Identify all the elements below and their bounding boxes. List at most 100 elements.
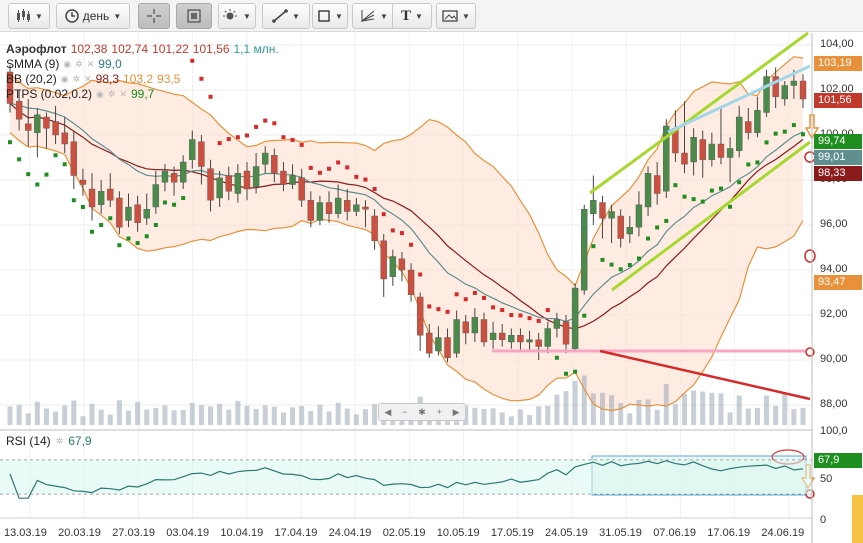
sar-dot [773, 131, 778, 136]
date-label: 17.04.19 [274, 527, 318, 539]
candle-body [262, 152, 269, 165]
sar-dot [746, 162, 751, 167]
candle-body [763, 76, 770, 113]
resistance-line-light[interactable] [667, 64, 811, 134]
price-marker-circle[interactable] [804, 249, 816, 263]
volume-bar [180, 409, 186, 425]
text-tool-icon: T [401, 7, 412, 24]
indicators-button[interactable]: ▼ [218, 3, 256, 29]
chart-navigator[interactable]: ◀ − ✱ + ▶ [378, 403, 466, 421]
trend-channel-lower[interactable] [611, 140, 811, 292]
volume-bar [636, 400, 642, 425]
candle-body [681, 152, 688, 165]
sar-dot [354, 174, 359, 179]
sar-dot [327, 166, 332, 171]
price-tick-label: 94,00 [820, 263, 848, 275]
gear-icon[interactable]: ✲ [107, 89, 116, 99]
candle-body [234, 173, 242, 194]
sar-dot [445, 309, 450, 314]
close-icon[interactable]: ✕ [119, 89, 127, 99]
sar-dot [317, 170, 322, 175]
sar-dot [62, 162, 67, 167]
gear-icon[interactable]: ✲ [72, 74, 81, 84]
candle-body [189, 139, 196, 160]
volume-bar [745, 408, 751, 425]
sar-dot [655, 225, 660, 230]
shape-tool-button[interactable]: ▼ [312, 3, 348, 29]
volume-bar [262, 405, 268, 425]
volume-bar [700, 391, 706, 425]
sar-dot [527, 316, 532, 321]
candle-body [590, 200, 597, 214]
volume-bar [773, 405, 779, 425]
smma-line [9, 102, 804, 323]
sar-dot [345, 165, 350, 170]
price-tag: 99,01 [814, 150, 862, 165]
sar-dot [226, 137, 231, 142]
volume-bar [253, 408, 259, 425]
sar-dot [718, 186, 723, 191]
scroll-right-icon[interactable]: ▶ [452, 406, 460, 417]
volume-bar [71, 400, 77, 425]
volume-bar [490, 408, 496, 425]
candle-body [508, 335, 515, 343]
sar-dot [646, 236, 651, 241]
crosshair-button[interactable] [138, 3, 170, 29]
volume-bar [280, 412, 286, 425]
date-label: 02.05.19 [382, 527, 426, 539]
volume-bar [299, 406, 305, 425]
close-icon[interactable]: ✕ [86, 59, 95, 69]
volume-bar [718, 393, 724, 425]
candle-body [699, 139, 706, 160]
candle-body [617, 215, 624, 239]
volume-bar [527, 415, 533, 425]
candle-body [371, 215, 378, 241]
gear-icon[interactable]: ✲ [75, 59, 83, 69]
scroll-handle[interactable] [852, 495, 863, 543]
candle-body [517, 335, 524, 343]
volume-bar [80, 416, 86, 425]
close-icon[interactable]: ✕ [84, 74, 92, 84]
price-tick-label: 90,00 [820, 353, 848, 365]
candle-body [663, 125, 670, 192]
eye-icon[interactable]: ◉ [63, 59, 72, 69]
trend-channel-upper[interactable] [589, 31, 809, 195]
candle-body [125, 206, 132, 221]
sar-dot [664, 218, 669, 223]
candle-body [581, 209, 588, 291]
eye-icon[interactable]: ◉ [60, 74, 69, 84]
date-label: 24.06.19 [761, 527, 805, 539]
ptps-value: 99,7 [131, 87, 155, 101]
chevron-down-icon: ▼ [415, 11, 423, 21]
chevron-down-icon: ▼ [462, 11, 470, 21]
price-marker-circle[interactable] [805, 347, 815, 357]
sar-dot [700, 199, 705, 204]
volume-bar [317, 404, 323, 425]
eye-icon[interactable]: ◉ [96, 89, 104, 99]
downtrend-line-red[interactable] [599, 349, 811, 401]
price-tick-label: 96,00 [820, 218, 848, 230]
volume-bar [663, 383, 669, 425]
zoom-out-icon[interactable]: − [402, 407, 408, 417]
candle-body [599, 202, 606, 219]
chart-area-button[interactable] [176, 3, 212, 29]
candle-body [316, 202, 324, 221]
zoom-in-icon[interactable]: + [436, 407, 442, 417]
text-tool-button[interactable]: T ▼ [392, 3, 432, 29]
volume-bar [362, 409, 368, 425]
volume-bar [581, 375, 587, 425]
candle-body [535, 339, 542, 347]
sar-dot [536, 318, 541, 323]
sar-dot [90, 229, 95, 234]
volume-bar [554, 394, 560, 425]
gear-icon[interactable]: ✲ [55, 435, 64, 446]
period-select[interactable]: день ▼ [56, 3, 130, 29]
draw-line-button[interactable]: ▼ [262, 3, 310, 29]
reset-icon[interactable]: ✱ [418, 406, 426, 417]
volume-bar [7, 406, 13, 425]
candle-body [152, 184, 160, 208]
date-label: 24.04.19 [328, 527, 372, 539]
scroll-left-icon[interactable]: ◀ [384, 406, 392, 417]
image-tool-button[interactable]: ▼ [436, 3, 476, 29]
candle-type-button[interactable]: ▼ [8, 3, 50, 29]
